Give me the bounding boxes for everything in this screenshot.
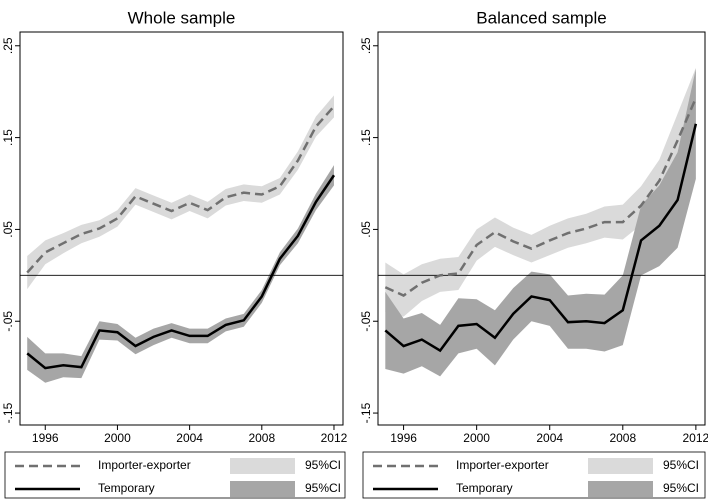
x-tick-label: 2012 xyxy=(321,431,348,445)
y-tick-label: .15 xyxy=(359,129,373,146)
y-tick-label: .25 xyxy=(359,37,373,54)
series-line xyxy=(384,97,698,297)
ci-band xyxy=(27,165,334,383)
legend-swatch xyxy=(588,481,653,497)
x-tick-label: 1996 xyxy=(32,431,59,445)
x-tick-label: 2004 xyxy=(536,431,563,445)
y-tick-label: -.05 xyxy=(1,311,15,332)
chart-title: Whole sample xyxy=(128,8,236,27)
x-tick-label: 2008 xyxy=(248,431,275,445)
x-tick-label: 1996 xyxy=(390,431,417,445)
y-tick-label: .05 xyxy=(1,221,15,238)
y-tick-label: -.15 xyxy=(1,402,15,423)
legend-label: Importer-exporter xyxy=(98,458,191,472)
series-line xyxy=(26,105,335,274)
y-tick-label: .05 xyxy=(359,221,373,238)
legend-label: 95%CI xyxy=(305,481,341,495)
legend-swatch xyxy=(588,458,653,474)
ci-band xyxy=(27,95,334,290)
y-tick-label: .25 xyxy=(1,37,15,54)
legend-swatch xyxy=(230,481,295,497)
series-line xyxy=(26,174,336,370)
x-tick-label: 2000 xyxy=(463,431,490,445)
legend-label: 95%CI xyxy=(663,458,699,472)
x-tick-label: 2000 xyxy=(104,431,131,445)
ci-band xyxy=(385,68,696,377)
legend-swatch xyxy=(230,458,295,474)
legend-label: Temporary xyxy=(98,481,155,495)
legend-label: Temporary xyxy=(456,481,513,495)
x-tick-label: 2008 xyxy=(609,431,636,445)
ci-band xyxy=(385,67,696,317)
x-tick-label: 2004 xyxy=(176,431,203,445)
y-tick-label: -.15 xyxy=(359,402,373,423)
y-tick-label: -.05 xyxy=(359,311,373,332)
legend-label: Importer-exporter xyxy=(456,458,549,472)
y-tick-label: .15 xyxy=(1,129,15,146)
chart-title: Balanced sample xyxy=(476,8,606,27)
x-tick-label: 2012 xyxy=(683,431,708,445)
legend-label: 95%CI xyxy=(305,458,341,472)
series-line xyxy=(384,123,698,353)
legend-label: 95%CI xyxy=(663,481,699,495)
